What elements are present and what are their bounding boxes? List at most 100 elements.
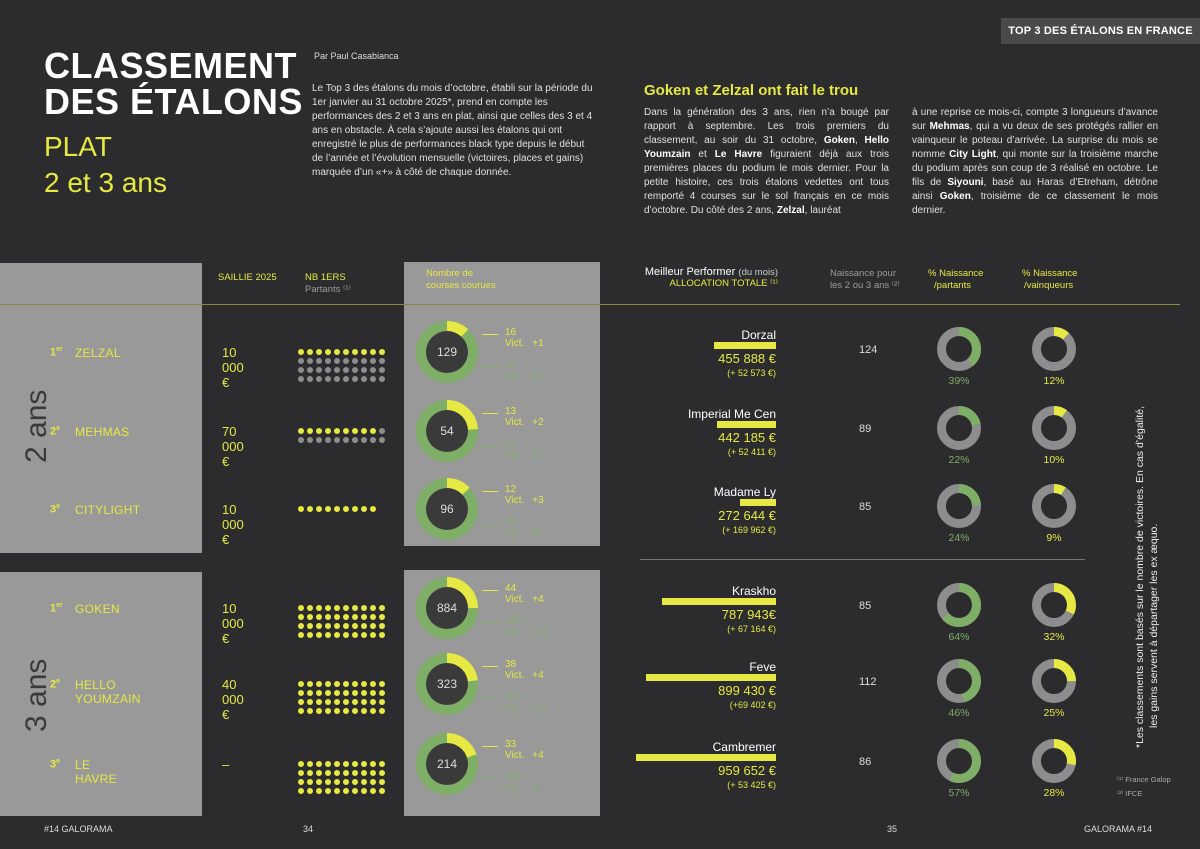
partant-dot xyxy=(307,632,313,638)
header-pp-line1: % Naissance xyxy=(928,268,984,279)
victories: 13 Vict. +2 xyxy=(505,406,544,428)
victories: 16 Vict. +1 xyxy=(505,327,544,349)
pct-partants-ring-fill xyxy=(937,327,981,371)
partant-dot xyxy=(370,376,376,382)
pct-vainqueurs-donut xyxy=(1032,659,1076,703)
victories: 38 Vict. +4 xyxy=(505,659,544,681)
partant-dot xyxy=(379,376,385,382)
places-count: 22 Plc. xyxy=(505,439,522,461)
pct-vainqueurs-ring-track xyxy=(1032,484,1076,528)
partant-dot xyxy=(325,761,331,767)
partant-dot xyxy=(325,788,331,794)
partant-dot xyxy=(298,623,304,629)
partant-dot xyxy=(307,506,313,512)
partant-dot xyxy=(334,349,340,355)
partant-dot xyxy=(307,779,313,785)
places-delta: +6 xyxy=(529,528,542,539)
allocation-total: 442 185 € xyxy=(718,430,776,445)
victories-count: 12 Vict. xyxy=(505,484,525,506)
partant-dot xyxy=(361,681,367,687)
source-france-galop: ⁽¹⁾ France Galop xyxy=(1117,775,1171,784)
places: 29 Plc. +6 xyxy=(505,517,541,539)
allocation-gain: (+69 402 €) xyxy=(729,700,776,710)
header-courses-line2: courses courues xyxy=(426,280,496,291)
victories-delta: +1 xyxy=(532,338,544,349)
saillie-fee: – xyxy=(222,757,230,772)
pct-vainqueurs-value: 32% xyxy=(1043,631,1065,643)
allocation-gain: (+ 169 962 €) xyxy=(722,525,776,535)
pct-vainqueurs-donut xyxy=(1032,327,1076,371)
pct-vainqueurs-ring xyxy=(1032,739,1076,783)
partant-dot xyxy=(352,437,358,443)
partant-dot xyxy=(352,708,358,714)
partant-dot xyxy=(343,437,349,443)
subtitle-age: 2 et 3 ans xyxy=(44,167,167,198)
partant-dot xyxy=(298,761,304,767)
rank-suffix: er xyxy=(56,346,63,353)
partant-dot xyxy=(307,376,313,382)
allocation-gain: (+ 52 573 €) xyxy=(727,368,776,378)
partant-dot xyxy=(307,437,313,443)
partant-dot xyxy=(325,779,331,785)
pct-vainqueurs-ring-track xyxy=(1032,406,1076,450)
partant-dot xyxy=(379,708,385,714)
partant-dot xyxy=(325,632,331,638)
place-leader-line xyxy=(482,446,498,447)
partant-dot xyxy=(370,437,376,443)
partant-dot xyxy=(334,506,340,512)
partant-dot xyxy=(298,632,304,638)
partant-dot xyxy=(352,358,358,364)
rank-number: 2e xyxy=(50,678,60,691)
places-delta: +3 xyxy=(529,450,542,461)
partant-dot xyxy=(298,349,304,355)
partant-dot xyxy=(343,428,349,434)
partant-dot xyxy=(352,788,358,794)
vict-leader-line xyxy=(482,590,498,591)
partant-dot xyxy=(316,788,322,794)
partant-dot xyxy=(334,632,340,638)
performer-name: Cambremer xyxy=(712,740,776,754)
places: 107 Plc. +12 xyxy=(505,692,547,714)
partant-dot xyxy=(334,623,340,629)
partant-dot xyxy=(352,770,358,776)
partant-dot xyxy=(352,632,358,638)
rank-suffix: e xyxy=(56,503,61,510)
courses-ring xyxy=(416,321,478,383)
victories-delta: +4 xyxy=(532,594,544,605)
highlighted-name: Siyouni xyxy=(947,177,984,188)
courses-center xyxy=(426,410,468,452)
partant-dot xyxy=(343,708,349,714)
partant-dot xyxy=(370,681,376,687)
intro-paragraph: Le Top 3 des étalons du mois d’octobre, … xyxy=(312,83,593,178)
pct-partants-ring-fill xyxy=(937,739,981,783)
partant-dot xyxy=(343,623,349,629)
courses-ring-fill xyxy=(416,400,478,462)
partant-dot xyxy=(334,761,340,767)
partant-dot xyxy=(370,367,376,373)
ranking-footnote: *Les classements sont basés sur le nombr… xyxy=(1133,406,1161,748)
partant-dot xyxy=(343,349,349,355)
places-count: 100 Plc. xyxy=(505,772,522,794)
rank-suffix: e xyxy=(56,678,61,685)
places-count: 29 Plc. xyxy=(505,517,522,539)
partant-dot xyxy=(379,699,385,705)
places-delta: +10 xyxy=(529,627,547,638)
pct-vainqueurs-ring-fill xyxy=(1032,406,1076,450)
pct-partants-ring xyxy=(937,406,981,450)
article-column-1: Dans la génération des 3 ans, rien n’a b… xyxy=(644,107,890,216)
age-block-2ans xyxy=(0,263,202,553)
victories-count: 38 Vict. xyxy=(505,659,525,681)
partant-dot xyxy=(352,623,358,629)
header-allocation: ALLOCATION TOTALE ⁽¹⁾ xyxy=(669,278,779,289)
partant-dot xyxy=(352,690,358,696)
pct-partants-donut xyxy=(937,739,981,783)
places: 22 Plc. +3 xyxy=(505,439,541,461)
pct-vainqueurs-ring-fill xyxy=(1032,327,1076,371)
pct-partants-donut xyxy=(937,583,981,627)
saillie-fee: 10 000 € xyxy=(222,601,244,646)
partant-dot xyxy=(316,699,322,705)
partant-dot xyxy=(379,428,385,434)
victories-count: 33 Vict. xyxy=(505,739,525,761)
header-pv-line1: % Naissance xyxy=(1022,268,1078,279)
pct-vainqueurs-donut xyxy=(1032,406,1076,450)
